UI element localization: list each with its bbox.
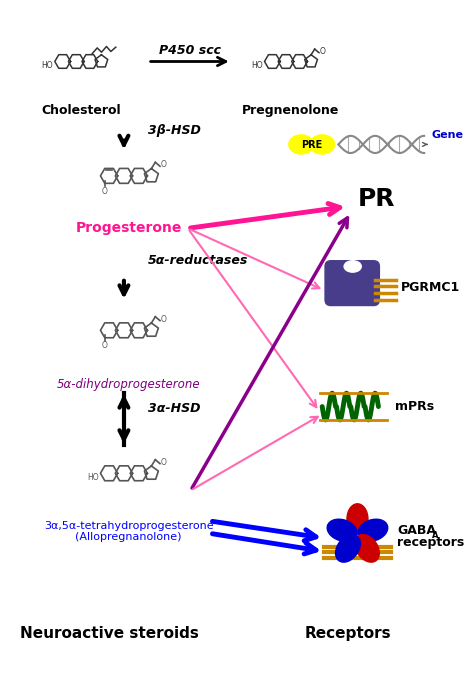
Ellipse shape [310,135,335,154]
Text: O: O [161,160,167,169]
Text: receptors: receptors [398,536,465,549]
Text: HO: HO [87,473,99,482]
Text: O: O [102,187,108,196]
Text: HO: HO [251,61,263,70]
Text: 3α,5α-tetrahydroprogesterone: 3α,5α-tetrahydroprogesterone [44,521,213,531]
Ellipse shape [344,260,361,272]
Text: P450 scc: P450 scc [159,44,221,57]
Text: Progesterone: Progesterone [75,221,182,235]
Text: 3β-HSD: 3β-HSD [148,124,201,137]
Text: Receptors: Receptors [305,626,391,641]
Text: Gene: Gene [432,130,464,140]
Text: O: O [161,314,167,324]
Text: 5α-dihydroprogesterone: 5α-dihydroprogesterone [57,378,201,391]
Text: A: A [432,531,438,540]
Text: O: O [102,341,108,350]
Text: (Allopregnanolone): (Allopregnanolone) [75,532,182,542]
Text: 5α-reductases: 5α-reductases [148,254,248,267]
Text: Neuroactive steroids: Neuroactive steroids [20,626,199,641]
Text: HO: HO [41,61,53,70]
Ellipse shape [358,519,388,541]
Ellipse shape [347,504,368,534]
Text: mPRs: mPRs [395,400,434,413]
Ellipse shape [336,534,360,562]
Text: PGRMC1: PGRMC1 [401,281,461,294]
Text: O: O [319,46,326,56]
Text: PRE: PRE [301,141,322,150]
Text: Cholesterol: Cholesterol [41,104,121,117]
Ellipse shape [355,534,379,562]
FancyBboxPatch shape [325,260,379,306]
Ellipse shape [289,135,314,154]
Text: PR: PR [358,187,395,211]
Text: O: O [161,458,167,466]
Ellipse shape [327,519,357,541]
Text: GABA: GABA [398,524,437,537]
Text: Pregnenolone: Pregnenolone [242,104,339,117]
Text: 3α-HSD: 3α-HSD [148,402,200,415]
